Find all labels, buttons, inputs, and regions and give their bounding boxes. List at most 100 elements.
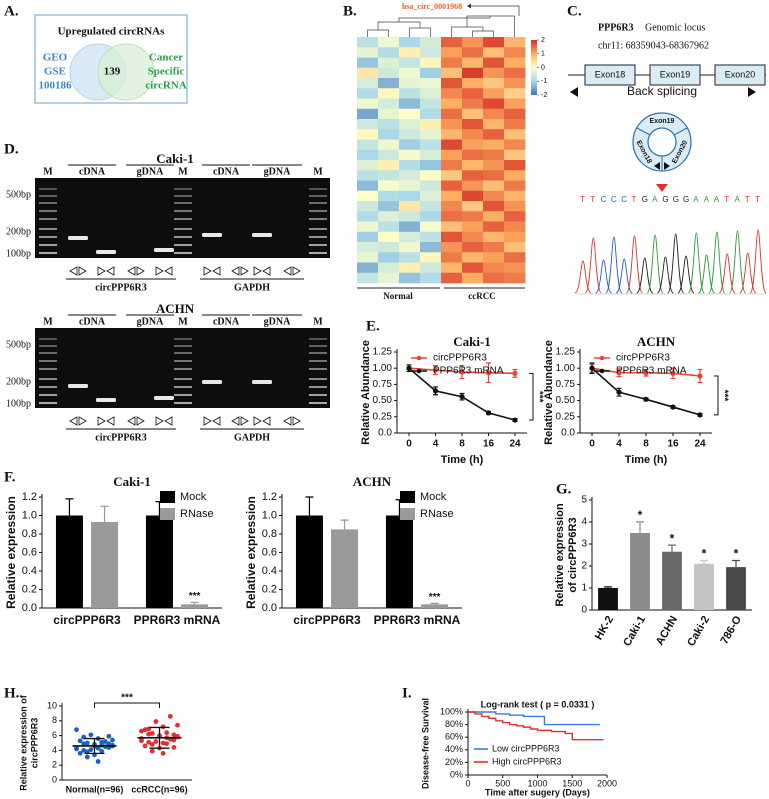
ladder-band: [309, 202, 327, 204]
ladder-band: [39, 368, 57, 370]
heatmap-cell: [504, 272, 526, 284]
heatmap-cell: [462, 221, 484, 233]
primer-icon: [69, 266, 87, 276]
heatmap-cell: [420, 252, 442, 263]
chromatogram-peak: [749, 229, 767, 294]
heatmap-cell: [441, 98, 463, 110]
point: [167, 713, 173, 719]
heatmap-cell: [420, 272, 442, 284]
colorbar-label: -2: [541, 92, 547, 99]
heatmap-cell: [357, 108, 379, 120]
bar: [55, 515, 83, 608]
point: [139, 738, 144, 744]
heatmap-cell: [462, 108, 484, 120]
panel-label: I.: [402, 685, 412, 701]
heatmap-cell: [357, 242, 379, 253]
heatmap-cell: [462, 149, 484, 161]
y-tick-label: 0.4: [262, 565, 277, 577]
legend-marker: [416, 355, 422, 361]
circ-divider: [636, 127, 688, 171]
heatmap-cell: [378, 231, 400, 243]
y-tick-label: 2: [52, 760, 57, 770]
ladder-band: [309, 252, 327, 254]
point: [81, 741, 87, 747]
heatmap-cell: [483, 242, 505, 253]
error-bar: [430, 602, 439, 605]
ladder-band: [39, 188, 57, 190]
x-axis-label: Time (h): [625, 454, 668, 466]
ladder-band: [174, 244, 192, 246]
bar: [181, 604, 209, 608]
panel-label: E.: [366, 318, 380, 334]
x-tick-label: 1000: [527, 778, 547, 788]
point: [153, 719, 159, 724]
y-tick-label: 0.0: [561, 428, 575, 439]
primer-icon: [203, 266, 221, 276]
ladder-band: [39, 218, 57, 220]
heatmap-cell: [504, 98, 526, 110]
point: [106, 733, 112, 739]
ladder-band: [39, 236, 57, 238]
heatmap-cell: [378, 88, 400, 99]
x-tick-label: circPPP6R3: [53, 613, 121, 627]
y-tick-label: 8: [52, 715, 57, 725]
heatmap-cell: [357, 231, 379, 243]
chart-title: ACHN: [353, 474, 392, 489]
ladder-band: [309, 352, 327, 354]
heatmap-cell: [357, 139, 379, 151]
point: [106, 741, 112, 747]
legend-label: Low circPPP6R3: [492, 743, 560, 753]
heatmap-cell: [378, 180, 400, 192]
heatmap-cell: [420, 78, 442, 89]
point: [84, 740, 90, 746]
error-bar: [668, 544, 676, 552]
heatmap-cell: [483, 37, 505, 48]
heatmap-cell: [483, 129, 505, 140]
series-marker: [432, 367, 439, 373]
panel-label: G.: [556, 481, 572, 497]
lane-label: gDNA: [264, 316, 291, 327]
ladder-band: [174, 368, 192, 370]
point: [74, 745, 79, 751]
heatmap-cell: [462, 272, 484, 284]
heatmap-cell: [399, 129, 421, 140]
heatmap-cell: [357, 119, 379, 130]
heatmap-cell: [504, 67, 526, 79]
lane-label: gDNA: [264, 166, 291, 177]
marker-label: M: [313, 166, 323, 177]
heatmap-cell: [378, 78, 400, 89]
heatmap-cell: [399, 190, 421, 202]
heatmap-cell: [483, 57, 505, 69]
heatmap-cell: [462, 252, 484, 263]
size-label: 100bp: [6, 398, 31, 409]
heatmap-cell: [441, 149, 463, 161]
legend-label: circPPP6R3: [616, 353, 670, 364]
series-marker: [697, 373, 703, 379]
heatmap-cell: [420, 88, 442, 99]
gel-band: [252, 380, 272, 384]
y-tick-label: 1.2: [262, 491, 277, 503]
lane-label: cDNA: [213, 166, 240, 177]
colorbar-label: 0: [541, 64, 545, 71]
ladder-band: [174, 378, 192, 380]
ladder-band: [174, 218, 192, 220]
y-tick-label: 0.6: [262, 546, 277, 558]
point: [171, 732, 177, 738]
primer-icon: [97, 266, 115, 276]
primer-icon: [231, 416, 249, 426]
legend-label: Mock: [420, 491, 447, 503]
heatmap-cell: [483, 221, 505, 233]
heatmap-cell: [483, 252, 505, 263]
point: [77, 750, 83, 756]
heatmap-cell: [378, 211, 400, 222]
heatmap-cell: [504, 170, 526, 181]
heatmap-cell: [357, 180, 379, 192]
heatmap-cell: [462, 170, 484, 181]
x-tick-label: ccRCC(n=96): [131, 784, 187, 794]
heatmap-cell: [378, 242, 400, 253]
heatmap-cell: [357, 201, 379, 212]
heatmap-cell: [399, 37, 421, 48]
heatmap-cell: [441, 201, 463, 212]
lane-label: cDNA: [79, 166, 106, 177]
